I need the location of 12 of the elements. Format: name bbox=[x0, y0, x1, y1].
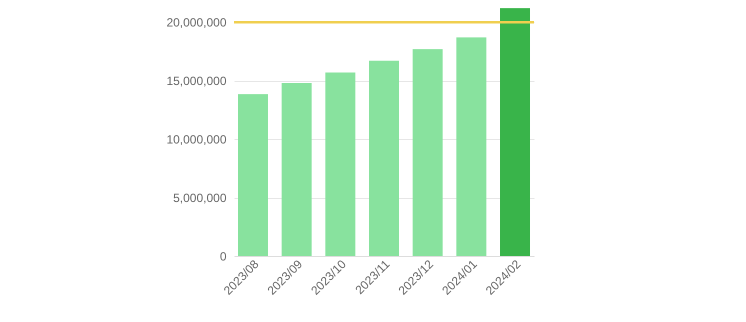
bar bbox=[238, 94, 268, 256]
y-tick-label: 20,000,000 bbox=[166, 16, 227, 30]
y-tick-label: 5,000,000 bbox=[173, 191, 227, 206]
y-tick-label: 15,000,000 bbox=[166, 74, 227, 88]
bar bbox=[500, 8, 530, 256]
bar bbox=[412, 49, 443, 256]
bar bbox=[456, 37, 486, 256]
y-tick-label: 10,000,000 bbox=[166, 132, 227, 147]
y-tick-label: 0 bbox=[220, 250, 227, 264]
bar bbox=[369, 60, 399, 256]
bar bbox=[325, 72, 356, 256]
bar bbox=[282, 82, 312, 256]
